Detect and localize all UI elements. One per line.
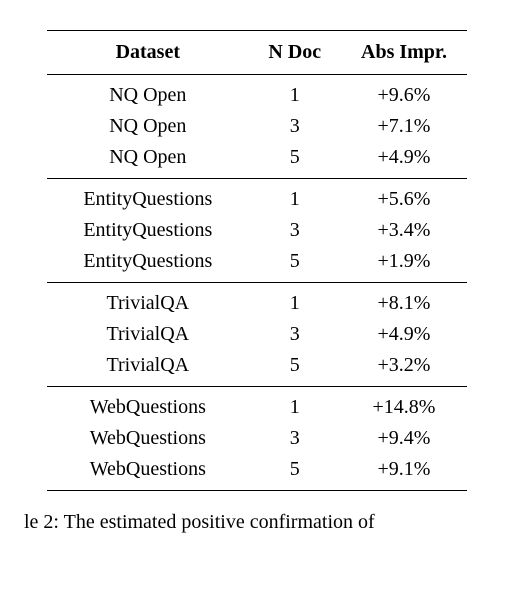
- cell-ndoc: 1: [249, 179, 341, 216]
- results-table-wrap: Dataset N Doc Abs Impr. NQ Open 1 +9.6% …: [47, 30, 467, 491]
- cell-dataset: EntityQuestions: [47, 179, 249, 216]
- cell-dataset: WebQuestions: [47, 387, 249, 424]
- cell-dataset: TrivialQA: [47, 283, 249, 320]
- table-row: WebQuestions 5 +9.1%: [47, 454, 467, 491]
- cell-dataset: TrivialQA: [47, 319, 249, 350]
- cell-dataset: NQ Open: [47, 75, 249, 112]
- cell-ndoc: 5: [249, 350, 341, 387]
- table-caption-fragment: le 2: The estimated positive confirmatio…: [20, 511, 494, 534]
- cell-ndoc: 1: [249, 75, 341, 112]
- cell-impr: +3.4%: [341, 215, 467, 246]
- table-row: TrivialQA 3 +4.9%: [47, 319, 467, 350]
- cell-dataset: EntityQuestions: [47, 215, 249, 246]
- cell-ndoc: 5: [249, 246, 341, 283]
- cell-impr: +5.6%: [341, 179, 467, 216]
- cell-dataset: WebQuestions: [47, 454, 249, 491]
- cell-ndoc: 3: [249, 423, 341, 454]
- cell-impr: +8.1%: [341, 283, 467, 320]
- cell-ndoc: 3: [249, 215, 341, 246]
- cell-impr: +9.4%: [341, 423, 467, 454]
- cell-impr: +4.9%: [341, 142, 467, 179]
- cell-dataset: WebQuestions: [47, 423, 249, 454]
- cell-ndoc: 1: [249, 387, 341, 424]
- cell-dataset: EntityQuestions: [47, 246, 249, 283]
- table-row: WebQuestions 3 +9.4%: [47, 423, 467, 454]
- cell-dataset: NQ Open: [47, 111, 249, 142]
- cell-impr: +4.9%: [341, 319, 467, 350]
- table-row: WebQuestions 1 +14.8%: [47, 387, 467, 424]
- col-header-ndoc: N Doc: [249, 31, 341, 75]
- table-row: TrivialQA 5 +3.2%: [47, 350, 467, 387]
- table-row: EntityQuestions 3 +3.4%: [47, 215, 467, 246]
- table-row: EntityQuestions 1 +5.6%: [47, 179, 467, 216]
- table-row: NQ Open 5 +4.9%: [47, 142, 467, 179]
- col-header-impr: Abs Impr.: [341, 31, 467, 75]
- col-header-dataset: Dataset: [47, 31, 249, 75]
- table-row: TrivialQA 1 +8.1%: [47, 283, 467, 320]
- results-table: Dataset N Doc Abs Impr. NQ Open 1 +9.6% …: [47, 30, 467, 491]
- header-row: Dataset N Doc Abs Impr.: [47, 31, 467, 75]
- cell-ndoc: 3: [249, 319, 341, 350]
- cell-impr: +9.1%: [341, 454, 467, 491]
- cell-impr: +1.9%: [341, 246, 467, 283]
- cell-ndoc: 5: [249, 142, 341, 179]
- table-row: EntityQuestions 5 +1.9%: [47, 246, 467, 283]
- cell-dataset: NQ Open: [47, 142, 249, 179]
- cell-ndoc: 3: [249, 111, 341, 142]
- cell-dataset: TrivialQA: [47, 350, 249, 387]
- table-row: NQ Open 1 +9.6%: [47, 75, 467, 112]
- cell-impr: +3.2%: [341, 350, 467, 387]
- cell-ndoc: 5: [249, 454, 341, 491]
- cell-impr: +9.6%: [341, 75, 467, 112]
- cell-impr: +14.8%: [341, 387, 467, 424]
- cell-impr: +7.1%: [341, 111, 467, 142]
- cell-ndoc: 1: [249, 283, 341, 320]
- table-row: NQ Open 3 +7.1%: [47, 111, 467, 142]
